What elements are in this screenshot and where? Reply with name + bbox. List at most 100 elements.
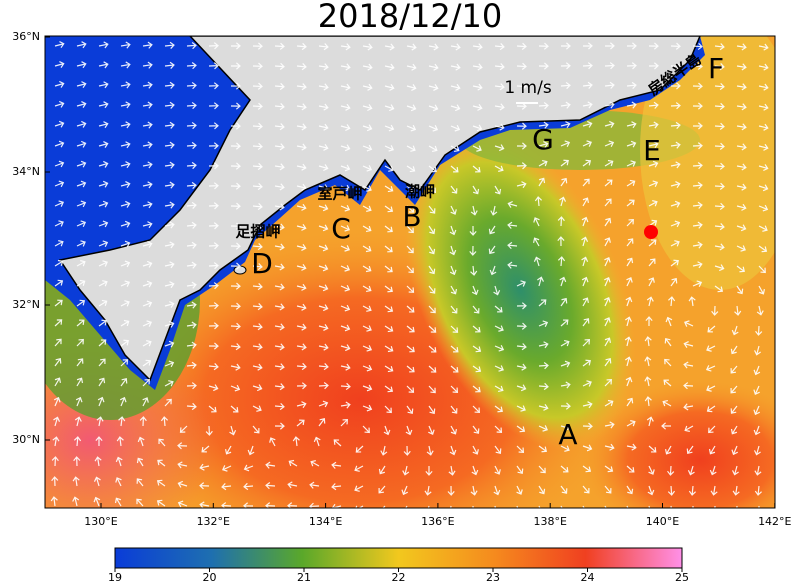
current-arrow bbox=[384, 83, 395, 91]
current-arrow bbox=[582, 120, 593, 128]
current-arrow bbox=[142, 141, 153, 149]
current-arrow bbox=[604, 296, 611, 307]
current-arrow bbox=[648, 277, 655, 287]
current-arrow bbox=[54, 41, 65, 49]
current-arrow bbox=[230, 302, 241, 310]
current-arrow bbox=[120, 81, 131, 89]
current-arrow bbox=[76, 220, 87, 227]
current-arrow bbox=[736, 285, 744, 295]
lon-label: 138°E bbox=[533, 515, 566, 528]
current-arrow bbox=[663, 379, 672, 387]
current-arrow bbox=[164, 380, 174, 387]
current-arrow bbox=[340, 418, 348, 427]
current-arrow bbox=[472, 365, 482, 373]
current-arrow bbox=[684, 425, 694, 432]
current-arrow bbox=[450, 83, 461, 91]
current-arrow bbox=[405, 505, 408, 508]
point-label: C bbox=[331, 212, 351, 245]
current-arrow bbox=[670, 102, 681, 110]
colorbar-tick-label: 20 bbox=[203, 571, 217, 584]
current-arrow bbox=[74, 416, 82, 427]
current-arrow bbox=[714, 223, 725, 231]
point-label: E bbox=[643, 134, 661, 167]
current-arrow bbox=[670, 259, 679, 267]
colorbar-tick-label: 25 bbox=[675, 571, 689, 584]
current-arrow bbox=[179, 425, 188, 433]
current-arrow bbox=[560, 381, 571, 389]
current-arrow bbox=[736, 163, 747, 171]
current-arrow bbox=[559, 276, 567, 287]
current-arrow bbox=[706, 405, 716, 413]
current-arrow bbox=[73, 436, 82, 447]
current-arrow bbox=[318, 204, 329, 212]
current-arrow bbox=[648, 62, 659, 70]
place-name: 足摺岬 bbox=[235, 223, 280, 241]
current-arrow bbox=[692, 42, 703, 51]
current-arrow bbox=[274, 203, 285, 211]
current-arrow bbox=[296, 143, 307, 151]
current-arrow bbox=[692, 82, 703, 90]
current-arrow bbox=[472, 505, 474, 508]
current-arrow bbox=[560, 42, 571, 50]
current-arrow bbox=[54, 160, 65, 168]
current-arrow bbox=[164, 181, 175, 189]
current-arrow bbox=[142, 320, 153, 327]
current-arrow bbox=[208, 82, 219, 90]
current-arrow bbox=[670, 82, 681, 90]
current-arrow bbox=[687, 465, 695, 476]
current-arrow bbox=[604, 399, 614, 407]
current-arrow bbox=[252, 343, 263, 351]
current-arrow bbox=[684, 320, 694, 327]
current-arrow bbox=[494, 305, 503, 313]
current-arrow bbox=[494, 465, 501, 475]
current-arrow bbox=[604, 159, 614, 167]
current-arrow bbox=[494, 365, 504, 372]
current-arrow bbox=[208, 363, 219, 371]
current-arrow bbox=[714, 243, 725, 251]
current-arrow bbox=[670, 505, 672, 508]
point-label: G bbox=[532, 123, 554, 156]
current-arrow bbox=[76, 61, 87, 69]
current-arrow bbox=[537, 276, 544, 287]
current-arrow bbox=[318, 63, 329, 71]
current-arrow bbox=[604, 237, 611, 247]
current-arrow bbox=[252, 162, 263, 171]
current-arrow bbox=[450, 185, 458, 194]
current-arrow bbox=[428, 425, 435, 436]
current-arrow bbox=[494, 43, 505, 51]
current-arrow bbox=[98, 160, 109, 168]
current-arrow bbox=[76, 180, 87, 188]
current-arrow bbox=[538, 42, 549, 50]
current-arrow bbox=[164, 398, 172, 407]
current-arrow bbox=[626, 81, 637, 90]
current-arrow bbox=[384, 225, 393, 233]
current-arrow bbox=[533, 237, 540, 247]
current-arrow bbox=[120, 200, 131, 208]
current-arrow bbox=[403, 445, 411, 456]
current-arrow bbox=[516, 445, 525, 453]
current-arrow bbox=[120, 280, 131, 287]
current-arrow bbox=[714, 142, 725, 150]
current-arrow bbox=[670, 181, 681, 189]
current-arrow bbox=[205, 425, 213, 436]
current-arrow bbox=[714, 43, 725, 51]
current-arrow bbox=[156, 499, 166, 507]
current-arrow bbox=[164, 281, 175, 289]
current-arrow bbox=[714, 102, 725, 111]
current-arrow bbox=[252, 102, 263, 110]
current-arrow bbox=[54, 220, 64, 227]
current-arrow bbox=[252, 303, 263, 311]
current-arrow bbox=[494, 103, 505, 111]
current-arrow bbox=[406, 265, 414, 274]
current-arrow bbox=[736, 505, 738, 508]
current-arrow bbox=[54, 358, 62, 367]
current-arrow bbox=[582, 380, 592, 387]
current-arrow bbox=[494, 165, 504, 172]
current-arrow bbox=[340, 124, 351, 132]
current-arrow bbox=[120, 41, 131, 49]
current-arrow bbox=[401, 485, 409, 496]
current-arrow bbox=[274, 243, 285, 251]
current-arrow bbox=[230, 62, 241, 70]
current-arrow bbox=[384, 405, 392, 414]
current-arrow bbox=[274, 82, 285, 91]
